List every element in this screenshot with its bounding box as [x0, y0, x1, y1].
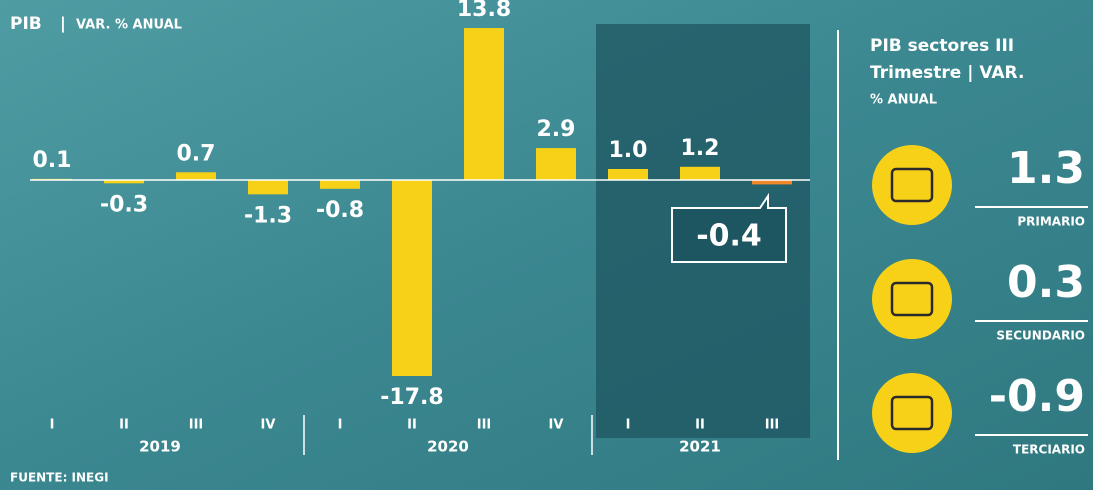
separator: |: [60, 14, 66, 34]
bar: [536, 148, 576, 180]
bar: [176, 172, 216, 180]
value-label: 2.9: [537, 117, 576, 142]
value-label: 1.0: [609, 138, 648, 163]
chart-subtitle: VAR. % ANUAL: [76, 18, 182, 33]
x-tick-label: III: [765, 418, 780, 433]
value-label: -1.3: [244, 203, 292, 228]
sector-name: PRIMARIO: [1017, 215, 1085, 229]
value-label: -0.4: [696, 219, 762, 254]
bar: [608, 168, 648, 180]
bar: [752, 180, 792, 185]
value-label: 0.7: [177, 141, 216, 166]
bar: [248, 180, 288, 195]
sectors-title: PIB sectores III: [870, 36, 1014, 56]
sector-icon-detail: [890, 167, 934, 203]
sector-value: 0.3: [1007, 257, 1085, 308]
bar: [104, 180, 144, 184]
sectors-panel: PIB sectores III Trimestre | VAR. % ANUAL 1…: [870, 36, 1088, 457]
sector-icon: [872, 145, 952, 225]
value-label: -0.8: [316, 198, 364, 223]
sector-name: SECUNDARIO: [996, 329, 1085, 343]
x-tick-label: I: [626, 418, 631, 433]
x-tick-label: II: [119, 418, 129, 433]
sector-value: -0.9: [989, 371, 1085, 422]
value-label: 0.1: [33, 148, 72, 173]
sector-name: TERCIARIO: [1013, 443, 1085, 457]
source: FUENTE: INEGI: [10, 471, 109, 485]
year-label: 2020: [427, 438, 469, 456]
bar: [680, 166, 720, 180]
sectors-title: % ANUAL: [870, 93, 937, 108]
x-tick-label: II: [407, 418, 417, 433]
x-tick-label: II: [695, 418, 705, 433]
sector-icon: [872, 259, 952, 339]
x-tick-label: IV: [261, 418, 276, 433]
bar: [464, 28, 504, 181]
sectors-title: Trimestre | VAR.: [870, 63, 1024, 83]
x-tick-label: I: [50, 418, 55, 433]
sector-icon: [872, 373, 952, 453]
callout-box: [671, 192, 787, 263]
sector-value: 1.3: [1007, 143, 1085, 194]
sector-icon-detail: [890, 395, 934, 431]
sector-icon-detail: [890, 281, 934, 317]
chart-title: PIB: [10, 14, 42, 34]
value-label: -0.3: [100, 192, 148, 217]
bar: [320, 180, 360, 189]
x-tick-label: IV: [549, 418, 564, 433]
value-label: 1.2: [681, 136, 720, 161]
value-label: -17.8: [380, 385, 443, 410]
year-label: 2019: [139, 438, 181, 456]
value-label: 13.8: [457, 0, 511, 22]
x-tick-label: III: [189, 418, 204, 433]
x-tick-label: I: [338, 418, 343, 433]
x-tick-label: III: [477, 418, 492, 433]
year-label: 2021: [679, 438, 721, 456]
bar: [392, 180, 432, 376]
